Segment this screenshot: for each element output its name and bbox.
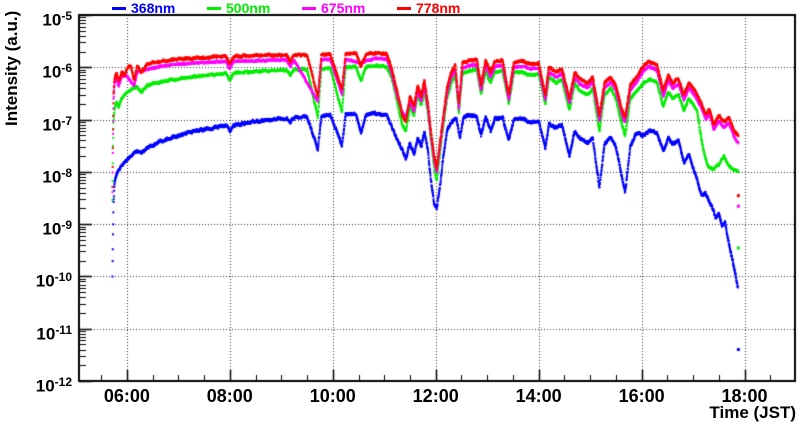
y-tick-label: 10-8 (20, 162, 72, 187)
y-axis-title: Intensity (a.u.) (2, 10, 21, 126)
y-tick-exponent: -9 (61, 218, 72, 233)
y-tick-base: 10 (42, 167, 62, 187)
legend-line-icon (112, 6, 126, 10)
x-tick-label: 12:00 (412, 386, 459, 406)
y-tick-label: 10-10 (20, 266, 72, 291)
y-tick-exponent: -5 (61, 9, 72, 23)
y-tick-exponent: -10 (54, 270, 72, 285)
y-tick-label: 10-5 (20, 5, 72, 30)
legend-label: 368nm (131, 0, 176, 16)
x-tick-label: 16:00 (618, 386, 665, 406)
legend-item-368nm: 368nm (112, 0, 175, 16)
x-tick-label: 06:00 (103, 386, 150, 406)
y-tick-label: 10-7 (20, 110, 72, 135)
y-tick-exponent: -6 (61, 61, 72, 76)
x-tick-label: 08:00 (206, 386, 253, 406)
x-axis-title: Time (JST) (709, 403, 796, 422)
y-tick-exponent: -7 (61, 113, 72, 128)
y-tick-base: 10 (35, 272, 55, 292)
y-tick-label: 10-9 (20, 214, 72, 239)
legend: 368nm 500nm 675nm 778nm (0, 0, 800, 16)
y-tick-exponent: -11 (55, 322, 72, 337)
y-tick-base: 10 (42, 115, 62, 135)
legend-line-icon (397, 6, 411, 10)
y-tick-label: 10-11 (20, 319, 72, 344)
legend-label: 778nm (416, 0, 461, 16)
y-tick-base: 10 (35, 376, 55, 396)
x-tick-label: 10:00 (309, 386, 356, 406)
legend-item-500nm: 500nm (207, 0, 270, 16)
x-tick-label: 14:00 (515, 386, 562, 406)
x-tick-label: 18:00 (721, 386, 768, 406)
legend-line-icon (302, 6, 316, 10)
legend-item-778nm: 778nm (397, 0, 460, 16)
legend-label: 675nm (321, 0, 366, 16)
y-tick-exponent: -8 (61, 165, 72, 180)
y-tick-exponent: -12 (54, 375, 72, 389)
y-tick-base: 10 (42, 62, 62, 82)
y-tick-base: 10 (42, 219, 62, 239)
y-tick-label: 10-6 (20, 57, 72, 82)
legend-item-675nm: 675nm (302, 0, 365, 16)
legend-label: 500nm (226, 0, 271, 16)
y-tick-label: 10-12 (20, 371, 72, 396)
legend-line-icon (207, 6, 221, 10)
y-tick-base: 10 (42, 10, 62, 30)
y-tick-base: 10 (36, 324, 56, 344)
